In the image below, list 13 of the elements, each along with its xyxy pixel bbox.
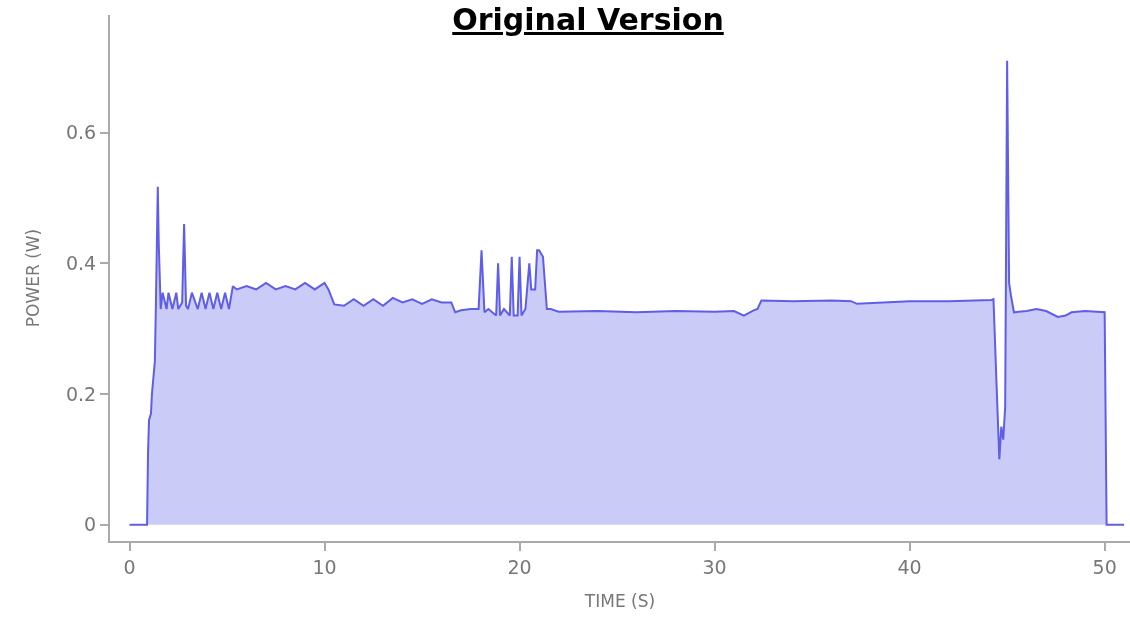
x-tick-label: 30 bbox=[702, 555, 727, 578]
chart-title: Original Version bbox=[452, 2, 724, 37]
y-tick-label: 0 bbox=[84, 513, 97, 536]
y-tick-label: 0.2 bbox=[65, 382, 97, 405]
x-axis-title: TIME (S) bbox=[583, 590, 656, 611]
x-tick-label: 40 bbox=[897, 555, 922, 578]
x-tick-label: 0 bbox=[123, 555, 136, 578]
y-axis-title: POWER (W) bbox=[23, 228, 44, 328]
x-tick-label: 20 bbox=[507, 555, 532, 578]
x-tick-label: 50 bbox=[1092, 555, 1117, 578]
x-tick-label: 10 bbox=[312, 555, 337, 578]
y-tick-label: 0.4 bbox=[65, 251, 97, 274]
y-tick-label: 0.6 bbox=[65, 121, 97, 144]
